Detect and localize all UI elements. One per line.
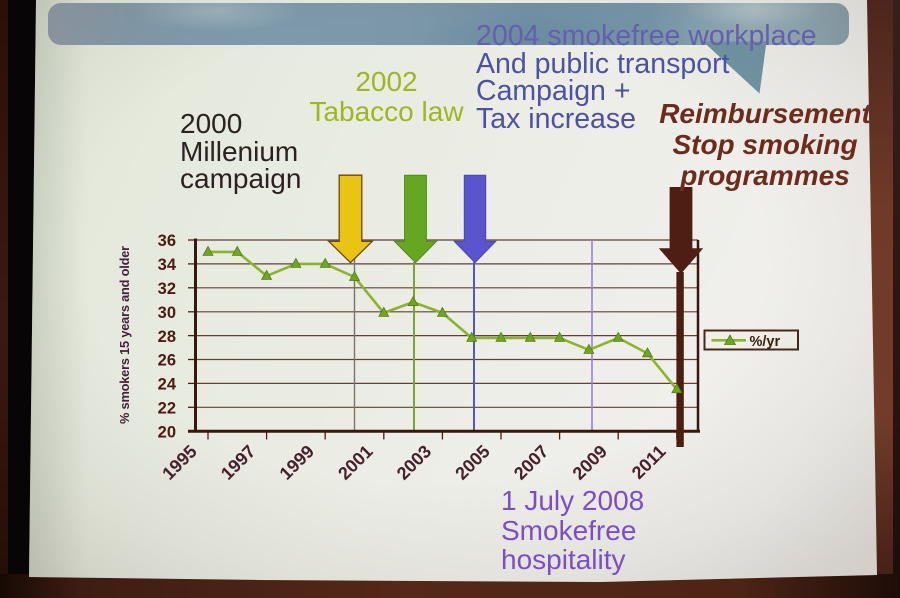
svg-text:30: 30 (158, 304, 176, 322)
svg-text:2005: 2005 (451, 441, 493, 483)
svg-text:24: 24 (158, 376, 177, 394)
svg-text:2007: 2007 (510, 441, 552, 483)
svg-text:36: 36 (158, 232, 176, 250)
svg-text:% smokers 15 years and older: % smokers 15 years and older (117, 246, 132, 424)
svg-text:32: 32 (158, 280, 176, 298)
svg-text:1999: 1999 (276, 441, 318, 483)
svg-text:2009: 2009 (569, 441, 611, 483)
svg-text:%/yr: %/yr (750, 334, 781, 350)
svg-text:20: 20 (158, 423, 176, 441)
svg-text:1997: 1997 (217, 441, 259, 483)
svg-text:2001: 2001 (334, 441, 376, 483)
svg-text:2003: 2003 (393, 441, 435, 483)
svg-text:2011: 2011 (628, 441, 670, 483)
svg-text:26: 26 (158, 352, 176, 370)
svg-text:1995: 1995 (158, 441, 200, 483)
svg-text:22: 22 (158, 400, 176, 418)
svg-text:34: 34 (158, 256, 177, 274)
svg-text:28: 28 (158, 328, 176, 346)
